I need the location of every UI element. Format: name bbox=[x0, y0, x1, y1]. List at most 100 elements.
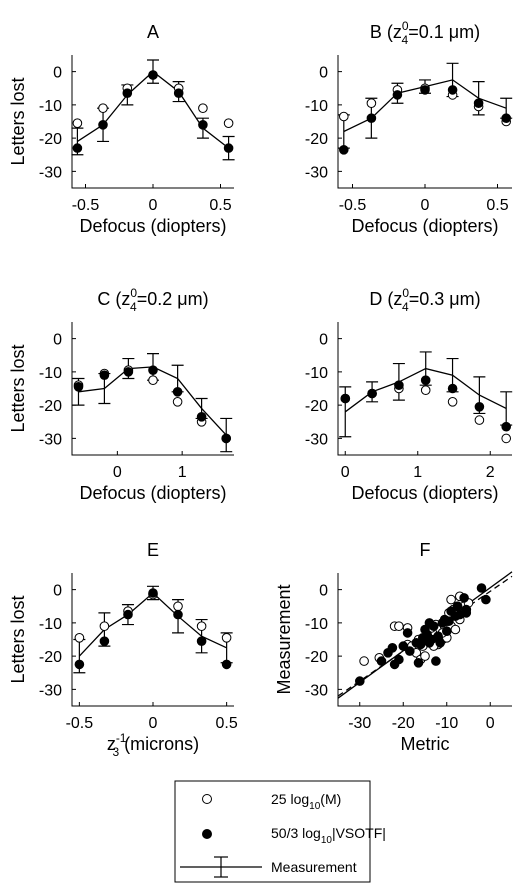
y-tick-label: -30 bbox=[39, 164, 62, 181]
x-axis-label: Metric bbox=[401, 734, 450, 754]
filled-marker bbox=[196, 412, 207, 422]
filled-marker bbox=[122, 88, 133, 98]
filled-marker bbox=[442, 626, 452, 637]
filled-marker bbox=[221, 433, 231, 444]
filled-marker bbox=[405, 646, 415, 656]
open-marker bbox=[450, 624, 461, 635]
y-tick-label: -10 bbox=[305, 98, 328, 115]
open-marker bbox=[474, 415, 485, 425]
axes-frame bbox=[337, 573, 512, 707]
x-tick-label: 0 bbox=[113, 464, 122, 481]
open-marker bbox=[172, 397, 183, 407]
y-tick-label: -10 bbox=[39, 616, 62, 633]
y-axis-label: Letters lost bbox=[8, 344, 28, 432]
filled-marker bbox=[376, 656, 387, 666]
y-tick-label: -20 bbox=[305, 649, 328, 666]
panel-title: E bbox=[147, 540, 159, 560]
y-tick-label: 0 bbox=[53, 65, 62, 82]
open-marker bbox=[501, 433, 512, 444]
filled-marker bbox=[435, 638, 446, 648]
y-tick-label: -10 bbox=[305, 616, 328, 633]
x-tick-label: 0.5 bbox=[216, 715, 238, 732]
filled-marker bbox=[148, 588, 158, 598]
panel-title: A bbox=[147, 22, 159, 42]
panel-title: F bbox=[420, 540, 431, 560]
filled-marker bbox=[394, 380, 404, 391]
open-marker bbox=[447, 397, 458, 407]
y-tick-label: 0 bbox=[319, 332, 328, 349]
open-marker bbox=[420, 651, 430, 661]
filled-marker bbox=[461, 608, 472, 618]
axes-frame bbox=[71, 322, 234, 456]
panel-e: 0 -10 -20 -30-0.5 0 0.5 Ez-1 3 (microns) Letters… bbox=[8, 540, 238, 759]
panel-title: B (z0 4=0.1 μm) bbox=[370, 19, 480, 47]
y-tick-label: -20 bbox=[39, 131, 62, 148]
y-tick-label: 0 bbox=[319, 583, 328, 600]
y-axis-label: Letters lost bbox=[8, 595, 28, 683]
filled-marker bbox=[413, 658, 424, 668]
filled-marker bbox=[123, 367, 134, 377]
open-marker bbox=[420, 385, 431, 396]
filled-marker bbox=[452, 601, 463, 612]
open-marker bbox=[339, 111, 349, 122]
filled-marker bbox=[148, 70, 158, 80]
y-tick-label: 0 bbox=[53, 332, 62, 349]
filled-marker bbox=[447, 383, 458, 394]
filled-marker bbox=[481, 594, 491, 605]
x-tick-label: 2 bbox=[486, 464, 495, 481]
legend-measurement-label: Measurement bbox=[271, 859, 357, 875]
legend: 25 log10(M) 50/3 log10|VSOTF| Measuremen… bbox=[174, 780, 386, 883]
x-tick-label: -0.5 bbox=[339, 197, 367, 214]
filled-marker bbox=[367, 388, 377, 399]
filled-marker bbox=[392, 90, 403, 100]
y-tick-label: -10 bbox=[305, 365, 328, 382]
y-tick-label: -10 bbox=[39, 98, 62, 115]
open-marker bbox=[196, 621, 207, 632]
legend-measurement-marker bbox=[180, 856, 262, 878]
y-axis-label: Measurement bbox=[274, 584, 294, 694]
filled-marker bbox=[123, 609, 133, 620]
panels: 0 -10 -20 -30 -0.5 0 0.5 A Defocus (diopters) Let… bbox=[8, 19, 513, 759]
filled-marker bbox=[355, 676, 365, 686]
filled-marker bbox=[501, 113, 512, 123]
filled-marker bbox=[223, 143, 234, 153]
x-tick-label: -20 bbox=[392, 715, 415, 732]
legend-filled-marker bbox=[202, 829, 212, 839]
y-tick-label: -20 bbox=[39, 398, 62, 415]
y-tick-label: -20 bbox=[305, 398, 328, 415]
filled-marker bbox=[474, 402, 485, 412]
open-marker bbox=[98, 103, 108, 113]
filled-marker bbox=[420, 375, 431, 386]
filled-marker bbox=[420, 85, 430, 95]
x-tick-label: -30 bbox=[348, 715, 371, 732]
filled-marker bbox=[340, 393, 351, 404]
panel-c: 0 -10 -20 -30 0 1 C (z0 4=0.2 μm) Defocus (diopt… bbox=[8, 286, 234, 503]
filled-marker bbox=[398, 641, 409, 651]
legend-open-marker bbox=[202, 794, 212, 804]
filled-marker bbox=[173, 609, 183, 620]
filled-marker bbox=[339, 145, 349, 155]
panel-f: 0 -10 -20 -30 -30 -20 -10 0 F Metric Measurement bbox=[274, 540, 513, 754]
filled-marker bbox=[196, 636, 207, 647]
filled-marker bbox=[98, 120, 108, 130]
filled-marker bbox=[476, 583, 487, 593]
y-tick-label: 0 bbox=[53, 583, 62, 600]
x-tick-label: -0.5 bbox=[72, 197, 100, 214]
x-axis-label: Defocus (diopters) bbox=[351, 216, 498, 236]
filled-marker bbox=[148, 365, 158, 376]
filled-marker bbox=[402, 628, 413, 638]
x-tick-label: 1 bbox=[413, 464, 422, 481]
x-tick-label: 1 bbox=[178, 464, 187, 481]
filled-marker bbox=[221, 659, 232, 670]
panel-title: C (z0 4=0.2 μm) bbox=[97, 286, 208, 314]
filled-marker bbox=[424, 638, 435, 648]
y-tick-label: -30 bbox=[305, 431, 328, 448]
y-tick-label: 0 bbox=[319, 65, 328, 82]
y-tick-label: -30 bbox=[305, 164, 328, 181]
x-tick-label: 0 bbox=[486, 715, 495, 732]
y-tick-label: -30 bbox=[39, 431, 62, 448]
filled-marker bbox=[459, 593, 469, 603]
panel-a: 0 -10 -20 -30 -0.5 0 0.5 A Defocus (diopters) Let… bbox=[8, 22, 235, 236]
filled-marker bbox=[473, 98, 484, 108]
